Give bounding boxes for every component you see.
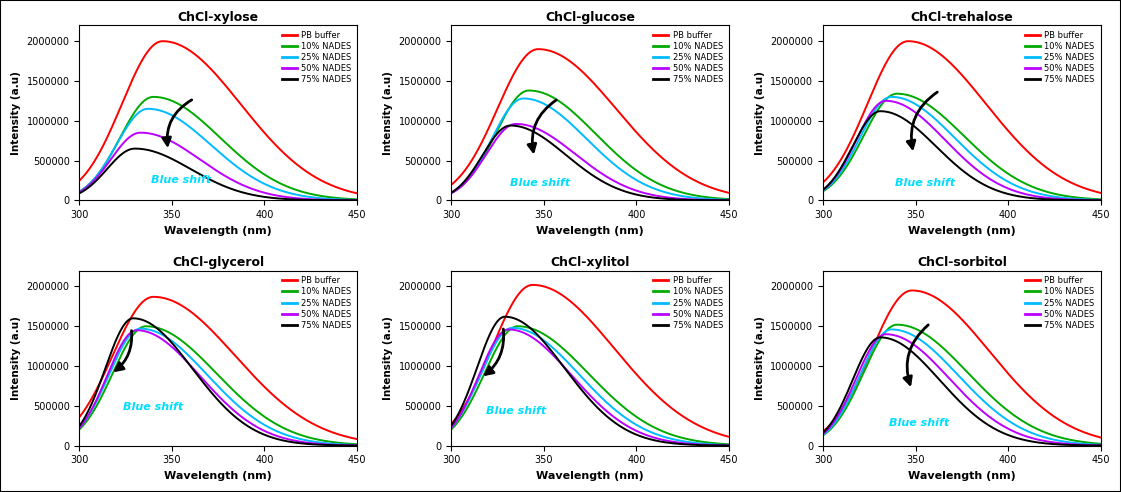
X-axis label: Wavelength (nm): Wavelength (nm) (165, 471, 272, 481)
Y-axis label: Intensity (a.u): Intensity (a.u) (383, 71, 393, 154)
Title: ChCl-sorbitol: ChCl-sorbitol (917, 256, 1007, 270)
X-axis label: Wavelength (nm): Wavelength (nm) (908, 471, 1016, 481)
Y-axis label: Intensity (a.u): Intensity (a.u) (11, 316, 21, 400)
Text: Blue shift: Blue shift (895, 178, 955, 188)
Title: ChCl-xylose: ChCl-xylose (177, 11, 259, 24)
Text: Blue shift: Blue shift (151, 176, 211, 185)
Legend: PB buffer, 10% NADES, 25% NADES, 50% NADES, 75% NADES: PB buffer, 10% NADES, 25% NADES, 50% NAD… (651, 275, 724, 332)
X-axis label: Wavelength (nm): Wavelength (nm) (165, 226, 272, 236)
Text: Blue shift: Blue shift (889, 418, 949, 429)
Y-axis label: Intensity (a.u): Intensity (a.u) (754, 316, 765, 400)
Y-axis label: Intensity (a.u): Intensity (a.u) (383, 316, 393, 400)
Text: Blue shift: Blue shift (485, 406, 546, 416)
Title: ChCl-xylitol: ChCl-xylitol (550, 256, 630, 270)
Legend: PB buffer, 10% NADES, 25% NADES, 50% NADES, 75% NADES: PB buffer, 10% NADES, 25% NADES, 50% NAD… (651, 30, 724, 86)
Legend: PB buffer, 10% NADES, 25% NADES, 50% NADES, 75% NADES: PB buffer, 10% NADES, 25% NADES, 50% NAD… (1023, 275, 1096, 332)
X-axis label: Wavelength (nm): Wavelength (nm) (908, 226, 1016, 236)
Y-axis label: Intensity (a.u): Intensity (a.u) (11, 71, 21, 154)
Title: ChCl-glucose: ChCl-glucose (545, 11, 634, 24)
X-axis label: Wavelength (nm): Wavelength (nm) (536, 471, 643, 481)
Legend: PB buffer, 10% NADES, 25% NADES, 50% NADES, 75% NADES: PB buffer, 10% NADES, 25% NADES, 50% NAD… (1023, 30, 1096, 86)
X-axis label: Wavelength (nm): Wavelength (nm) (536, 226, 643, 236)
Legend: PB buffer, 10% NADES, 25% NADES, 50% NADES, 75% NADES: PB buffer, 10% NADES, 25% NADES, 50% NAD… (280, 275, 353, 332)
Text: Blue shift: Blue shift (123, 402, 184, 412)
Legend: PB buffer, 10% NADES, 25% NADES, 50% NADES, 75% NADES: PB buffer, 10% NADES, 25% NADES, 50% NAD… (280, 30, 353, 86)
Text: Blue shift: Blue shift (510, 178, 571, 188)
Title: ChCl-trehalose: ChCl-trehalose (910, 11, 1013, 24)
Title: ChCl-glycerol: ChCl-glycerol (173, 256, 265, 270)
Y-axis label: Intensity (a.u): Intensity (a.u) (754, 71, 765, 154)
